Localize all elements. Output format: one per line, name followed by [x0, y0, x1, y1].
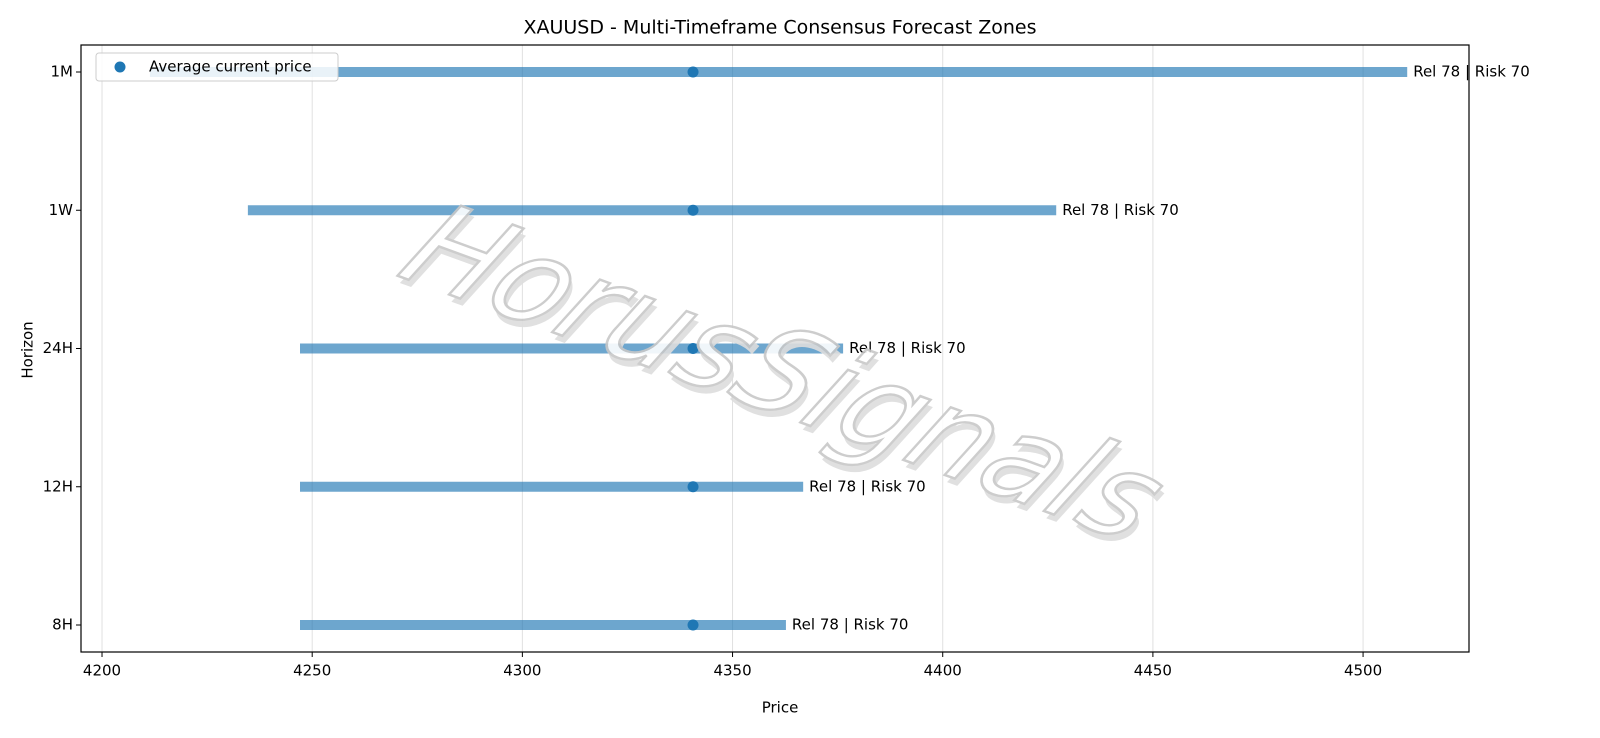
legend-marker: [114, 61, 126, 73]
x-tick-label: 4450: [1134, 662, 1172, 680]
x-tick-label: 4350: [713, 662, 751, 680]
x-axis-label: Price: [762, 699, 799, 717]
grid: 4200 4250 4300 4350 4400 4450 4500 1M 1W 24H 12H 8H: [43, 45, 1382, 680]
legend-box: [95, 52, 339, 82]
chart-title: XAUUSD - Multi-Timeframe Consensus Forec…: [523, 17, 1036, 39]
range-annotation: Rel 78 | Risk 70: [1413, 63, 1530, 81]
x-tick-label: 4250: [293, 662, 331, 680]
current-price-marker: [687, 481, 699, 493]
range-bar: [300, 620, 786, 630]
range-annotation: Rel 78 | Risk 70: [1062, 201, 1179, 219]
current-price-marker: [687, 66, 699, 78]
legend-label: Average current price: [149, 58, 312, 76]
range-annotation: Rel 78 | Risk 70: [792, 616, 909, 634]
range-bar: [300, 343, 844, 354]
legend: Average current price: [95, 52, 339, 82]
plot-area: Rel 78 | Risk 70 Rel 78 | Risk 70 Rel 78 |…: [149, 63, 1530, 634]
current-price-marker: [687, 619, 699, 631]
range-annotation: Rel 78 | Risk 70: [809, 477, 926, 495]
y-tick-label: 24H: [43, 339, 73, 357]
x-tick-label: 4300: [503, 662, 541, 680]
current-price-marker: [687, 204, 699, 216]
axes-frame: [80, 44, 1470, 653]
watermark: HorusSignals: [379, 178, 1190, 567]
range-bar: [247, 205, 1057, 216]
x-tick-label: 4500: [1344, 662, 1382, 680]
y-tick-label: 8H: [52, 616, 73, 634]
x-tick-label: 4200: [83, 662, 121, 680]
y-tick-label: 1M: [51, 63, 74, 81]
range-annotation: Rel 78 | Risk 70: [849, 339, 966, 357]
current-price-marker: [687, 343, 699, 354]
y-tick-label: 1W: [49, 201, 74, 219]
y-tick-label: 12H: [43, 477, 73, 495]
range-bar: [300, 481, 804, 492]
range-bar: [149, 67, 1408, 77]
y-axis-label: Horizon: [19, 321, 37, 378]
x-tick-label: 4400: [924, 662, 962, 680]
watermark-group: HorusSignals HorusSignals: [378, 176, 1193, 574]
